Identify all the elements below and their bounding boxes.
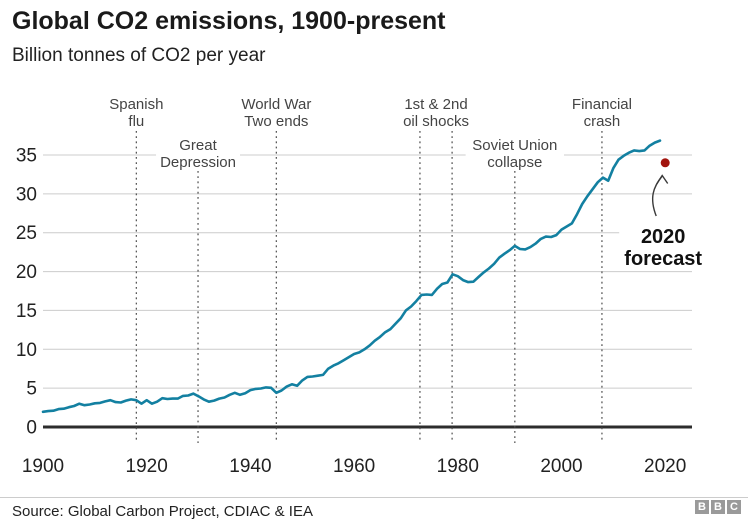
y-tick-label: 0	[26, 418, 37, 439]
forecast-arrowhead-icon	[656, 174, 669, 185]
x-tick-label: 1900	[22, 456, 64, 477]
annotation-bg	[465, 133, 565, 171]
x-tick-label: 2020	[644, 456, 686, 477]
annotation-label: collapse	[487, 154, 542, 171]
annotation-label: Two ends	[244, 113, 308, 130]
annotation-bg	[237, 92, 315, 130]
bbc-logo: B B C	[695, 500, 741, 514]
x-tick-label: 1980	[437, 456, 479, 477]
annotation-label: Spanish	[109, 96, 163, 113]
annotation-label: World War	[241, 96, 311, 113]
bbc-logo-letter: B	[711, 500, 725, 514]
x-tick-label: 1920	[126, 456, 168, 477]
forecast-label-bg	[619, 223, 714, 270]
chart-subtitle: Billion tonnes of CO2 per year	[12, 45, 266, 66]
annotation-label: Financial	[572, 96, 632, 113]
y-tick-label: 35	[16, 146, 37, 167]
x-tick-label: 2000	[540, 456, 582, 477]
annotation-bg	[105, 92, 168, 130]
annotation-label: Soviet Union	[472, 137, 557, 154]
annotation-bg	[156, 133, 241, 171]
source-credit: Source: Global Carbon Project, CDIAC & I…	[12, 503, 313, 520]
annotation-label: Great	[179, 137, 217, 154]
annotation-bg	[563, 92, 641, 130]
annotation-label: oil shocks	[403, 113, 469, 130]
annotation-bg	[394, 92, 479, 130]
bbc-logo-letter: C	[727, 500, 741, 514]
emissions-line	[41, 139, 662, 414]
y-tick-label: 5	[26, 379, 37, 400]
y-tick-label: 15	[16, 301, 37, 322]
chart-title: Global CO2 emissions, 1900-present	[12, 7, 446, 35]
forecast-label: 2020	[641, 226, 686, 248]
y-tick-label: 10	[16, 340, 37, 361]
x-tick-label: 1960	[333, 456, 375, 477]
footer-divider	[0, 497, 748, 498]
annotation-label: flu	[128, 113, 144, 130]
y-tick-label: 30	[16, 184, 37, 205]
annotation-label: crash	[584, 113, 621, 130]
forecast-label: forecast	[624, 248, 702, 270]
y-tick-label: 25	[16, 223, 37, 244]
y-tick-label: 20	[16, 262, 37, 283]
annotation-label: Depression	[160, 154, 236, 171]
forecast-dot	[660, 158, 670, 168]
annotation-label: 1st & 2nd	[404, 96, 467, 113]
x-tick-label: 1940	[229, 456, 271, 477]
bbc-logo-letter: B	[695, 500, 709, 514]
